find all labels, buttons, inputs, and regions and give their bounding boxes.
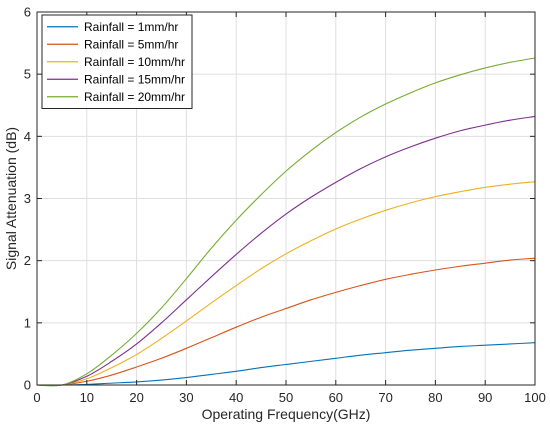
- x-tick-label: 80: [428, 390, 442, 405]
- series-line-5: [36, 57, 536, 387]
- series-line-3: [36, 181, 536, 387]
- x-tick-label: 10: [80, 390, 94, 405]
- y-tick-label: 0: [24, 378, 31, 393]
- x-tick-label: 50: [279, 390, 293, 405]
- x-tick-label: 60: [329, 390, 343, 405]
- y-tick-label: 2: [24, 253, 31, 268]
- x-tick-label: 100: [524, 390, 546, 405]
- legend-label-2: Rainfall = 5mm/hr: [84, 37, 178, 51]
- y-axis-label: Signal Attenuation (dB): [3, 127, 19, 270]
- x-axis-label: Operating Frequency(GHz): [202, 406, 371, 422]
- legend-label-3: Rainfall = 10mm/hr: [84, 55, 185, 69]
- series-line-1: [36, 342, 536, 386]
- x-tick-label: 90: [478, 390, 492, 405]
- legend-label-4: Rainfall = 15mm/hr: [84, 72, 185, 86]
- x-tick-label: 20: [129, 390, 143, 405]
- x-tick-label: 30: [179, 390, 193, 405]
- legend-label-1: Rainfall = 1mm/hr: [84, 20, 178, 34]
- x-tick-label: 40: [229, 390, 243, 405]
- series-line-4: [36, 115, 536, 387]
- y-tick-labels: 0 1 2 3 4 5 6: [24, 5, 31, 393]
- x-tick-labels: 0 10 20 30 40 50 60 70 80 90 100: [33, 390, 545, 405]
- y-tick-label: 5: [24, 67, 31, 82]
- series-line-2: [36, 257, 536, 386]
- series-layer: [36, 57, 536, 387]
- x-tick-label: 70: [378, 390, 392, 405]
- y-tick-label: 1: [24, 315, 31, 330]
- y-tick-label: 4: [24, 129, 31, 144]
- legend-label-5: Rainfall = 20mm/hr: [84, 90, 185, 104]
- legend: Rainfall = 1mm/hr Rainfall = 5mm/hr Rainfa…: [41, 14, 193, 109]
- x-tick-label: 0: [33, 390, 40, 405]
- y-tick-label: 6: [24, 5, 31, 20]
- y-tick-label: 3: [24, 191, 31, 206]
